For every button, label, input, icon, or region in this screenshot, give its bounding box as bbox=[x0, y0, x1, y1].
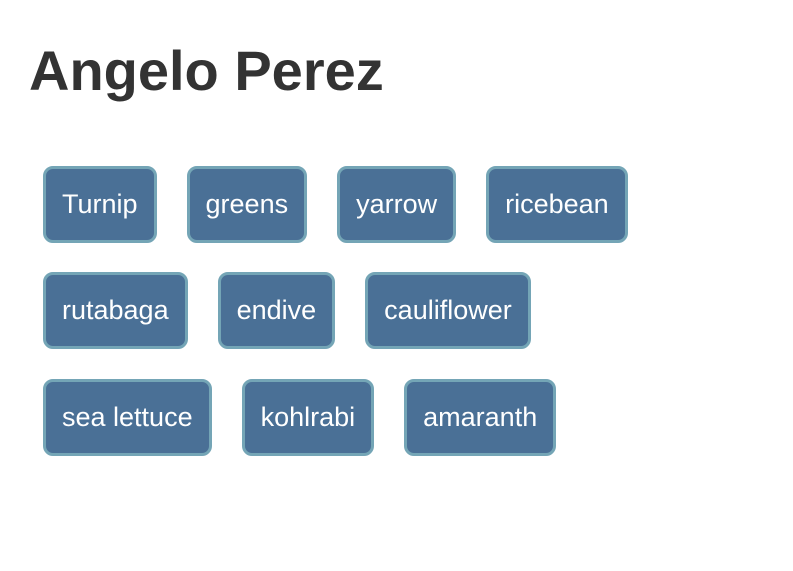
tag-row-1: Turnip greens yarrow ricebean bbox=[43, 166, 628, 243]
tag-button-yarrow[interactable]: yarrow bbox=[337, 166, 457, 243]
tag-button-greens[interactable]: greens bbox=[186, 166, 308, 243]
tag-button-endive[interactable]: endive bbox=[217, 272, 336, 349]
tag-button-rutabaga[interactable]: rutabaga bbox=[43, 272, 188, 349]
tag-button-sea-lettuce[interactable]: sea lettuce bbox=[43, 379, 212, 456]
tag-button-amaranth[interactable]: amaranth bbox=[404, 379, 557, 456]
tag-button-kohlrabi[interactable]: kohlrabi bbox=[241, 379, 375, 456]
tag-button-ricebean[interactable]: ricebean bbox=[486, 166, 628, 243]
tag-row-2: rutabaga endive cauliflower bbox=[43, 272, 531, 349]
tag-row-3: sea lettuce kohlrabi amaranth bbox=[43, 379, 557, 456]
tag-button-cauliflower[interactable]: cauliflower bbox=[365, 272, 531, 349]
page-title: Angelo Perez bbox=[29, 39, 384, 102]
tag-button-turnip[interactable]: Turnip bbox=[43, 166, 157, 243]
